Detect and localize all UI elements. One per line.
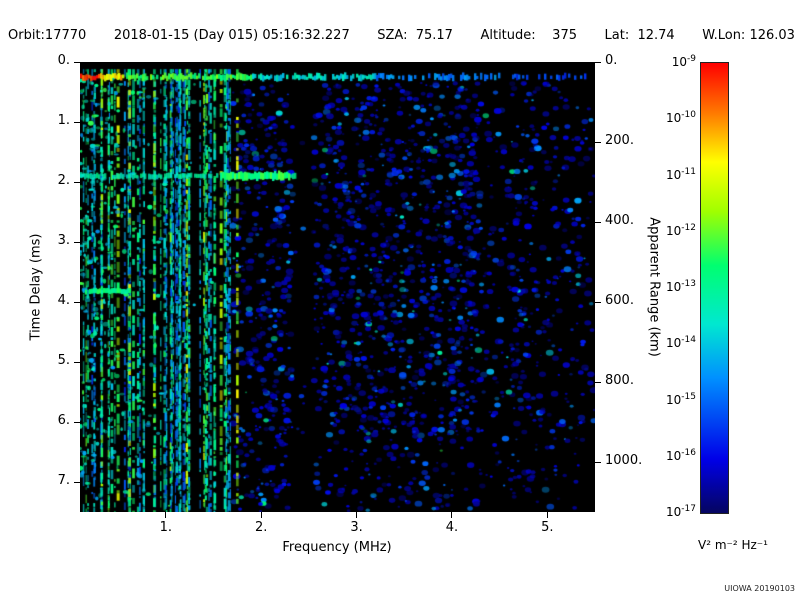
y-left-tick: [74, 61, 80, 63]
watermark: UIOWA 20190103: [724, 584, 795, 593]
x-axis-title: Frequency (MHz): [282, 540, 392, 555]
x-tick-label: 2.: [255, 520, 268, 535]
y-left-tick: [74, 361, 80, 363]
altitude-value: Altitude: 375: [480, 28, 577, 43]
y-left-tick-label: 7.: [57, 473, 70, 488]
y-left-tick-label: 2.: [57, 173, 70, 188]
y-left-tick-label: 6.: [57, 413, 70, 428]
y-left-tick-label: 5.: [57, 353, 70, 368]
colorbar-tick-label: 10-9: [671, 54, 696, 69]
y-left-tick: [74, 301, 80, 303]
y-right-tick-label: 800.: [605, 373, 634, 388]
header-bar: Orbit:17770 2018-01-15 (Day 015) 05:16:3…: [8, 28, 795, 43]
x-tick-label: 1.: [159, 520, 173, 535]
colorbar-tick-label: 10-13: [666, 279, 696, 294]
x-tick: [546, 512, 548, 518]
x-tick-label: 5.: [541, 520, 554, 535]
lat-value: Lat: 12.74: [604, 28, 675, 43]
y-left-tick-label: 3.: [57, 233, 70, 248]
y-right-tick: [595, 221, 601, 223]
spectrogram-canvas: [80, 62, 595, 512]
wlon-value: W.Lon: 126.03: [702, 28, 795, 43]
orbit-value: Orbit:17770: [8, 28, 87, 43]
y-right-tick-label: 1000.: [605, 453, 643, 468]
y-right-tick: [595, 461, 601, 463]
y-left-tick-label: 4.: [57, 293, 70, 308]
y-left-tick: [74, 481, 80, 483]
colorbar-tick-label: 10-15: [666, 391, 696, 407]
y-right-tick-label: 200.: [605, 133, 634, 148]
y-left-tick-label: 1.: [57, 113, 70, 128]
y-left-tick-label: 0.: [57, 53, 70, 68]
y-axis-left-title: Time Delay (ms): [28, 233, 44, 341]
y-right-tick: [595, 141, 601, 143]
colorbar-tick-label: 10-17: [666, 504, 696, 519]
x-tick: [356, 512, 358, 518]
colorbar-tick-label: 10-10: [666, 110, 696, 126]
datetime-value: 2018-01-15 (Day 015) 05:16:32.227: [113, 28, 350, 43]
y-left-tick: [74, 241, 80, 243]
y-left-tick: [74, 121, 80, 123]
colorbar-units: V² m⁻² Hz⁻¹: [698, 538, 768, 552]
y-right-tick-label: 600.: [605, 293, 634, 308]
y-left-tick: [74, 181, 80, 183]
y-right-tick: [595, 61, 601, 63]
y-right-tick: [595, 381, 601, 383]
x-tick: [165, 512, 167, 518]
colorbar: [700, 62, 729, 514]
colorbar-tick-label: 10-14: [666, 335, 696, 351]
x-tick: [260, 512, 262, 518]
y-right-tick-label: 400.: [605, 213, 634, 228]
colorbar-tick-label: 10-16: [666, 447, 696, 463]
y-left-tick: [74, 421, 80, 423]
y-right-tick: [595, 301, 601, 303]
colorbar-tick-label: 10-11: [666, 166, 696, 182]
colorbar-tick-label: 10-12: [666, 222, 696, 238]
x-tick: [451, 512, 453, 518]
y-right-tick-label: 0.: [605, 53, 618, 68]
sza-value: SZA: 75.17: [377, 28, 453, 43]
x-tick-label: 3.: [350, 520, 363, 535]
x-tick-label: 4.: [445, 520, 459, 535]
